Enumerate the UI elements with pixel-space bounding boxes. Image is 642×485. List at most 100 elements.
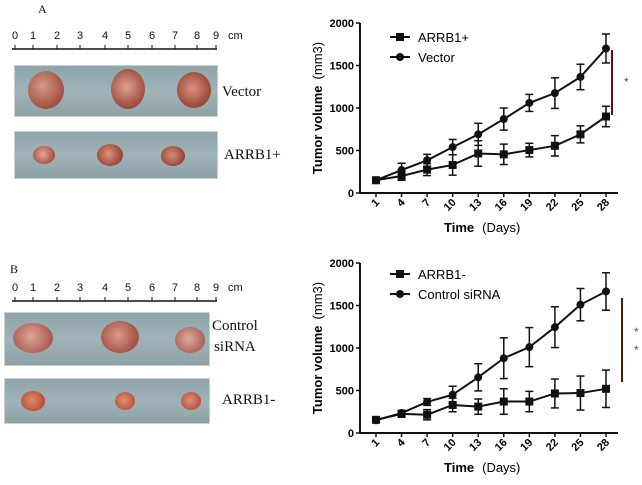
y-axis-label-title: Tumor volume [310,85,325,174]
chart-b: 0 500 1000 1500 2000 1 4 7 10 13 16 19 22 25 28 Time (Da… [310,258,639,475]
tumor-photo-arrb1-plus [14,131,218,179]
legend-label: Control siRNA [418,287,501,302]
series-line [375,290,607,422]
y-axis-label: Tumor volume (mm3) [310,42,325,174]
x-axis-label: Time (Days) [444,460,520,475]
tumor [111,69,145,109]
data-point-circle [397,409,406,418]
x-tick-label: 16 [493,437,510,454]
data-point-square [602,384,610,393]
data-point-square [423,410,432,419]
ruler-a: 0 1 2 3 4 5 6 7 8 9 cm [12,30,243,50]
data-point-circle [602,44,610,53]
ruler-tick-label: 5 [125,282,131,294]
series-line [375,387,607,421]
x-tick-label: 22 [544,437,561,454]
tumor [161,146,185,166]
legend-marker-square [396,33,404,41]
tumor-photo-control-sirna [4,312,210,366]
data-point-circle [474,373,483,382]
x-tick-label: 10 [442,197,459,214]
ruler-b-wrap: 0 1 2 3 4 5 6 7 8 9 cm [0,278,260,311]
x-axis-label: Time (Days) [444,220,520,235]
ruler-tick-label: 1 [30,282,36,294]
legend-label: ARRB1+ [418,30,469,45]
ruler-tick-label: 6 [149,282,155,294]
significance-asterisk: * [634,343,639,357]
x-tick-label: 16 [493,197,510,214]
data-point-circle [576,300,585,309]
y-axis-label-title: Tumor volume [310,325,325,414]
y-tick-label: 0 [348,428,354,440]
ruler-tick-label: 4 [102,30,108,42]
tumor [28,71,64,109]
data-point-square [602,112,610,121]
data-point-circle [448,143,457,152]
data-point-circle [550,89,559,98]
data-point-circle [525,343,534,352]
legend-marker-circle [396,53,404,61]
data-point-circle [525,98,534,107]
x-tick-label: 10 [442,437,459,454]
tumor [21,391,45,411]
series-line [375,47,607,182]
data-point-square [499,397,508,406]
x-tick-label: 13 [467,197,484,214]
y-axis-label: Tumor volume (mm3) [310,282,325,414]
x-tick-label: 7 [420,437,433,450]
ruler-tick-label: 8 [194,30,200,42]
tumor [181,392,201,410]
chart-a: 0 500 1000 1500 2000 1 4 7 10 13 16 19 22 25 28 Time (Da… [310,18,629,235]
x-tick-label: 28 [595,197,612,214]
y-tick-label: 500 [336,146,354,158]
x-tick-label: 19 [518,197,535,214]
photo-label-line: Control [212,318,258,334]
y-tick-label: 1500 [330,61,354,73]
photo-label-line: siRNA [214,339,256,355]
ruler-tick-label: 8 [194,282,200,294]
legend-label: ARRB1- [418,267,466,282]
x-tick-label: 7 [420,197,433,210]
y-tick-label: 2000 [330,258,354,270]
ruler-tick-label: 7 [172,30,178,42]
data-point-circle [550,323,559,332]
x-tick-label: 1 [369,437,382,450]
tumor [177,72,211,108]
ruler-tick-label: 7 [172,282,178,294]
x-axis-label-title: Time [444,220,474,235]
tumor [97,144,123,166]
x-axis-label-unit: (Days) [482,220,520,235]
tumor [13,323,53,353]
ruler-tick-label: 4 [102,282,108,294]
panel-label-b: B [10,262,19,276]
ruler-tick-label: 3 [77,30,83,42]
y-tick-label: 1000 [330,103,354,115]
data-point-square [474,149,483,158]
data-point-circle [423,156,432,165]
data-point-circle [397,166,406,175]
x-tick-label: 13 [467,437,484,454]
x-tick-label: 22 [544,197,561,214]
ruler-b: 0 1 2 3 4 5 6 7 8 9 cm [12,282,243,302]
data-point-circle [474,130,483,139]
ruler-tick-label: 9 [213,30,219,42]
ruler-tick-label: 5 [125,30,131,42]
data-point-circle [423,397,432,406]
x-tick-label: 4 [395,196,408,209]
x-tick-label: 1 [369,197,382,210]
data-point-square [474,402,483,411]
photo-label-arrb1-minus: ARRB1- [222,392,276,408]
x-tick-label: 28 [595,437,612,454]
ruler-tick-label: 9 [213,282,219,294]
ruler-unit: cm [228,30,243,42]
photo-label-vector: Vector [222,84,262,100]
data-point-circle [448,390,457,399]
data-point-square [576,130,585,139]
tumor-photo-vector [14,65,218,117]
data-point-square [448,400,457,409]
ruler-tick-label: 0 [12,282,18,294]
y-tick-label: 2000 [330,18,354,30]
data-point-square [550,141,559,150]
ruler-unit: cm [228,282,243,294]
